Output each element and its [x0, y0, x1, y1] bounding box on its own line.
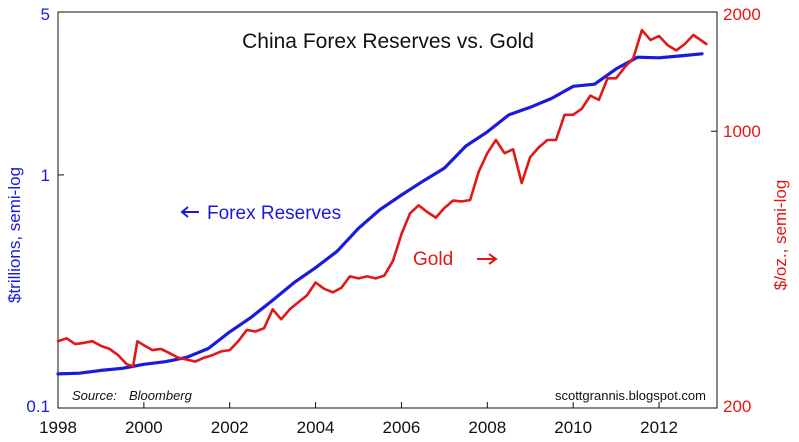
x-tick-label: 2012	[640, 418, 678, 437]
series-line-forex-reserves	[56, 52, 704, 376]
y-axis-left-ticks: 510.1	[26, 5, 64, 416]
chart-title: China Forex Reserves vs. Gold	[242, 30, 534, 53]
y-left-tick-label: 5	[41, 5, 50, 24]
site-credit: scottgrannis.blogspot.com	[555, 388, 706, 403]
x-tick-label: 2002	[211, 418, 249, 437]
y-right-tick-label: 1000	[723, 122, 761, 141]
arrow-left-icon	[180, 206, 199, 218]
x-tick-label: 2008	[468, 418, 506, 437]
y-right-tick-label: 200	[723, 397, 751, 416]
annotation-forex-label: Forex Reserves	[207, 203, 341, 224]
y-axis-right-ticks: 2000 1000 200	[711, 5, 761, 416]
series-line-gold	[56, 28, 708, 368]
y-left-tick-label: 0.1	[26, 397, 50, 416]
source-name: Bloomberg	[129, 388, 193, 403]
x-tick-label: 2004	[297, 418, 335, 437]
annotation-gold: Gold	[413, 249, 498, 270]
x-axis-ticks: 1998 2000 2002 2004 2006 2008 2010 2012	[39, 402, 678, 437]
plot-area-frame	[57, 11, 718, 409]
source-note: Source: Bloomberg	[72, 388, 193, 403]
annotation-gold-label: Gold	[413, 249, 453, 270]
y-axis-left-title: $trillions, semi-log	[5, 167, 24, 303]
annotation-forex: Forex Reserves	[180, 203, 341, 224]
x-tick-label: 2000	[125, 418, 163, 437]
y-left-tick-label: 1	[41, 166, 50, 185]
y-axis-right-title: $/oz., semi-log	[771, 180, 790, 291]
x-tick-label: 2010	[554, 418, 592, 437]
arrow-right-icon	[477, 253, 498, 265]
x-tick-label: 1998	[39, 418, 77, 437]
y-right-tick-label: 2000	[723, 5, 761, 24]
source-label: Source:	[72, 388, 117, 403]
x-tick-label: 2006	[383, 418, 421, 437]
series-layer	[56, 28, 708, 376]
